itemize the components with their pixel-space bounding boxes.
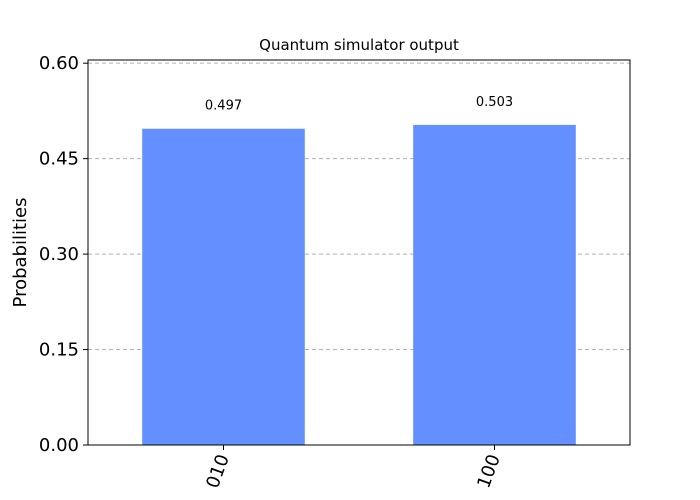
y-tick-label: 0.45 <box>39 149 79 170</box>
y-tick-label: 0.15 <box>39 340 79 361</box>
bars <box>142 124 576 445</box>
data-label-100: 0.503 <box>476 95 513 110</box>
plot-frame <box>87 59 631 446</box>
y-tick-label: 0.00 <box>39 435 79 456</box>
y-axis-ticks: 0.00 0.15 0.30 0.45 0.60 <box>39 53 88 456</box>
x-axis-ticks: 010 100 <box>202 445 505 491</box>
y-axis-label: Probabilities <box>10 198 31 308</box>
bar-010 <box>142 128 305 445</box>
x-tick-label-100: 100 <box>473 452 504 491</box>
chart-title: Quantum simulator output <box>259 36 459 54</box>
x-tick-label-010: 010 <box>202 452 233 491</box>
y-tick-label: 0.60 <box>39 53 79 74</box>
bar-100 <box>413 124 576 445</box>
y-tick-label: 0.30 <box>39 244 79 265</box>
data-labels: 0.497 0.503 <box>205 95 513 114</box>
data-label-010: 0.497 <box>205 99 242 114</box>
